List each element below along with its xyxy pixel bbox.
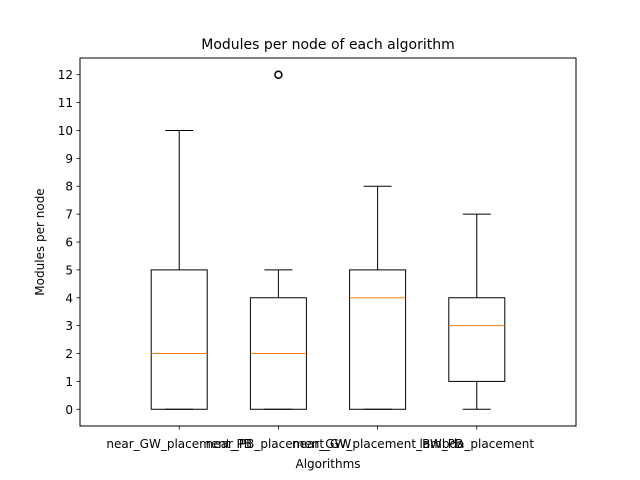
x-tick-label: near_GW_placement_PB	[106, 437, 252, 451]
box	[150, 269, 208, 410]
box-group	[349, 185, 407, 410]
y-tick-label: 10	[58, 124, 73, 138]
box-group	[448, 213, 506, 410]
y-tick-label: 7	[65, 208, 73, 222]
y-tick-label: 11	[58, 96, 73, 110]
box	[448, 297, 506, 382]
x-tick-label: lambda_placement	[419, 437, 534, 451]
x-tick-label: near_GW_placement_BW_PB	[292, 437, 463, 451]
y-tick-label: 8	[65, 180, 73, 194]
box	[349, 269, 407, 410]
y-tick-label: 12	[58, 68, 73, 82]
box-group	[150, 129, 208, 410]
plot-area	[150, 70, 506, 410]
y-tick-label: 9	[65, 152, 73, 166]
box-group	[249, 70, 307, 410]
y-tick-label: 4	[65, 291, 73, 305]
outlier-point	[274, 70, 283, 79]
y-tick-label: 0	[65, 403, 73, 417]
y-tick-label: 2	[65, 347, 73, 361]
x-axis-label: Algorithms	[295, 457, 360, 471]
y-tick-label: 3	[65, 319, 73, 333]
y-tick-label: 5	[65, 263, 73, 277]
y-tick-label: 6	[65, 236, 73, 250]
x-tick-label: near_PB_placement_GW	[206, 437, 352, 451]
y-axis-label: Modules per node	[33, 188, 47, 295]
y-tick-label: 1	[65, 375, 73, 389]
axes-frame	[79, 57, 577, 427]
x-axis-ticks: near_GW_placement_PBnear_PB_placement_GW…	[106, 426, 534, 451]
chart-title: Modules per node of each algorithm	[201, 37, 454, 53]
